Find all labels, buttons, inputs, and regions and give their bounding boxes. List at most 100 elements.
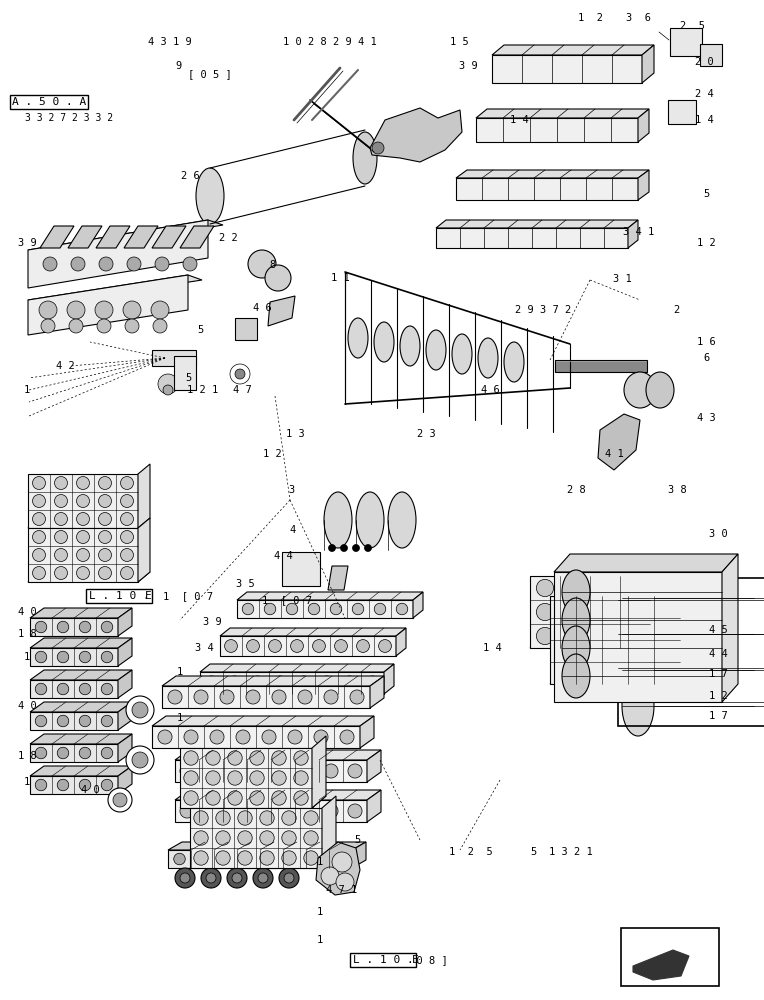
Ellipse shape bbox=[478, 338, 498, 378]
Polygon shape bbox=[28, 528, 138, 582]
Circle shape bbox=[163, 385, 173, 395]
Text: 3 9: 3 9 bbox=[458, 61, 478, 71]
Circle shape bbox=[183, 257, 197, 271]
Circle shape bbox=[39, 301, 57, 319]
Circle shape bbox=[57, 651, 69, 663]
Ellipse shape bbox=[622, 604, 654, 664]
Circle shape bbox=[205, 676, 219, 690]
Circle shape bbox=[314, 730, 328, 744]
Circle shape bbox=[282, 851, 296, 865]
Circle shape bbox=[607, 665, 623, 681]
Text: 3 0: 3 0 bbox=[709, 529, 727, 539]
Circle shape bbox=[250, 791, 264, 805]
Polygon shape bbox=[384, 664, 394, 694]
Circle shape bbox=[238, 811, 252, 825]
Circle shape bbox=[659, 643, 675, 659]
Polygon shape bbox=[28, 220, 208, 288]
Bar bbox=[618, 578, 764, 726]
Circle shape bbox=[43, 257, 57, 271]
Circle shape bbox=[41, 319, 55, 333]
Polygon shape bbox=[152, 726, 360, 748]
Circle shape bbox=[57, 779, 69, 791]
Ellipse shape bbox=[622, 568, 654, 628]
Circle shape bbox=[626, 627, 643, 645]
Circle shape bbox=[659, 599, 675, 615]
Polygon shape bbox=[138, 518, 150, 582]
Text: [ 0 8 ]: [ 0 8 ] bbox=[404, 955, 448, 965]
Circle shape bbox=[264, 603, 276, 615]
Text: 2 4: 2 4 bbox=[694, 89, 714, 99]
Circle shape bbox=[126, 696, 154, 724]
Text: [ 0 5 ]: [ 0 5 ] bbox=[188, 69, 232, 79]
Circle shape bbox=[294, 791, 308, 805]
Circle shape bbox=[121, 549, 134, 561]
Polygon shape bbox=[476, 118, 638, 142]
Text: 4 0: 4 0 bbox=[18, 701, 37, 711]
Circle shape bbox=[99, 531, 112, 543]
Circle shape bbox=[99, 567, 112, 579]
Polygon shape bbox=[162, 686, 370, 708]
Polygon shape bbox=[30, 776, 118, 794]
Polygon shape bbox=[180, 748, 312, 808]
Circle shape bbox=[597, 627, 613, 645]
Circle shape bbox=[357, 640, 370, 652]
Polygon shape bbox=[328, 566, 348, 590]
Circle shape bbox=[566, 627, 584, 645]
Text: 2 9 3 7 2: 2 9 3 7 2 bbox=[515, 305, 571, 315]
Circle shape bbox=[581, 665, 597, 681]
Circle shape bbox=[180, 804, 194, 818]
Polygon shape bbox=[152, 226, 186, 248]
Circle shape bbox=[132, 702, 148, 718]
Circle shape bbox=[348, 804, 362, 818]
Circle shape bbox=[102, 779, 113, 791]
Polygon shape bbox=[312, 736, 326, 808]
Polygon shape bbox=[30, 608, 132, 618]
Circle shape bbox=[79, 715, 91, 727]
Circle shape bbox=[121, 495, 134, 507]
Circle shape bbox=[194, 831, 209, 845]
Polygon shape bbox=[550, 674, 694, 684]
Polygon shape bbox=[30, 670, 132, 680]
Text: 1 1: 1 1 bbox=[331, 273, 349, 283]
Circle shape bbox=[262, 730, 276, 744]
Circle shape bbox=[225, 640, 238, 652]
Circle shape bbox=[76, 567, 89, 579]
Bar bbox=[668, 100, 696, 124]
Circle shape bbox=[33, 513, 46, 525]
Polygon shape bbox=[367, 750, 381, 782]
Ellipse shape bbox=[622, 640, 654, 700]
Circle shape bbox=[206, 873, 216, 883]
Circle shape bbox=[340, 730, 354, 744]
Polygon shape bbox=[175, 800, 367, 822]
Text: E: E bbox=[144, 591, 151, 601]
Polygon shape bbox=[598, 414, 640, 470]
Circle shape bbox=[633, 621, 649, 637]
Polygon shape bbox=[118, 702, 132, 730]
Text: 3 5: 3 5 bbox=[235, 579, 254, 589]
Circle shape bbox=[79, 683, 91, 695]
Circle shape bbox=[272, 791, 286, 805]
Circle shape bbox=[243, 853, 254, 865]
Polygon shape bbox=[30, 766, 132, 776]
Circle shape bbox=[54, 531, 67, 543]
Text: A . 5 0 . A: A . 5 0 . A bbox=[12, 97, 86, 107]
Polygon shape bbox=[370, 108, 462, 162]
Polygon shape bbox=[96, 226, 130, 248]
Polygon shape bbox=[456, 178, 638, 200]
Circle shape bbox=[276, 804, 290, 818]
Polygon shape bbox=[30, 648, 118, 666]
Circle shape bbox=[304, 811, 318, 825]
Text: 1 3: 1 3 bbox=[286, 429, 304, 439]
Polygon shape bbox=[436, 220, 638, 228]
Polygon shape bbox=[352, 842, 366, 868]
Circle shape bbox=[272, 771, 286, 785]
Text: 1 2 1: 1 2 1 bbox=[187, 385, 219, 395]
Polygon shape bbox=[30, 734, 132, 744]
Text: 4 1: 4 1 bbox=[604, 449, 623, 459]
Circle shape bbox=[607, 643, 623, 659]
Circle shape bbox=[282, 831, 296, 845]
Circle shape bbox=[57, 715, 69, 727]
Polygon shape bbox=[175, 750, 381, 760]
Circle shape bbox=[173, 853, 185, 865]
Circle shape bbox=[33, 567, 46, 579]
